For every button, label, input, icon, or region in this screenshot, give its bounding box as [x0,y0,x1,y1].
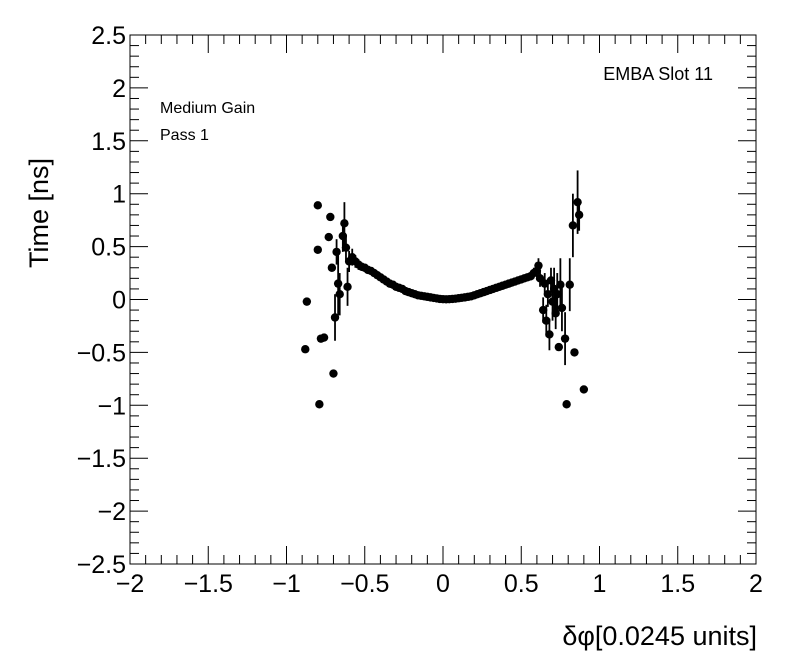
y-tick-label: 0.5 [91,234,126,262]
y-tick-label: −0.5 [77,339,126,367]
data-point [326,212,335,222]
x-tick-label: 1.5 [660,570,695,598]
data-point [573,197,582,207]
y-tick-label: 2 [112,75,126,103]
data-point [557,303,567,313]
chart-annotation-gain: Medium Gain [160,100,255,117]
x-tick-label: 0 [436,570,450,598]
data-point [332,247,341,257]
data-point [330,313,340,322]
data-point [302,297,312,306]
x-tick-label: −1 [272,570,301,598]
data-point [579,385,589,394]
data-point [568,221,578,230]
data-point [542,316,551,325]
data-points [301,197,589,409]
x-axis-ticks [129,35,757,564]
data-point [560,334,570,343]
y-tick-label: −1 [97,392,126,420]
data-point [556,280,565,289]
x-tick-label: −0.5 [340,570,389,598]
x-tick-label: 2 [749,570,763,598]
x-tick-label: −2 [116,570,145,598]
y-axis-title: Time [ns] [24,158,54,268]
x-axis-tick-labels: −2 −1.5 −1 −0.5 0 0.5 1 1.5 2 [116,570,763,598]
data-point [315,400,324,409]
data-point [546,276,556,285]
chart-annotation-pass: Pass 1 [160,127,209,144]
data-point [343,282,352,292]
y-tick-label: −2.5 [77,551,126,579]
data-point [333,279,343,288]
data-point [340,219,349,228]
data-point [335,290,344,299]
data-point [554,342,564,352]
data-point [545,330,554,339]
x-tick-label: 1 [593,570,607,598]
data-point [313,201,322,210]
data-point [574,210,584,220]
data-point [313,245,322,254]
data-point [548,297,557,306]
data-point [319,333,329,342]
y-tick-label: 1.5 [91,128,126,156]
data-point [551,309,560,318]
y-tick-label: 2.5 [91,22,126,50]
data-point [538,305,548,315]
data-point [301,345,310,354]
y-tick-label: 0 [112,287,126,315]
data-point [540,279,549,288]
y-tick-label: −1.5 [77,445,126,473]
data-point [565,280,574,289]
data-point [562,400,571,409]
y-axis-ticks [130,34,756,565]
data-point [338,231,348,241]
data-point [570,348,579,357]
data-point [534,261,543,270]
y-axis-tick-labels: 2.5 2 1.5 1 0.5 0 −0.5 −1 −1.5 −2 −2.5 [77,22,126,579]
chart-annotation-slot: EMBA Slot 11 [603,64,713,84]
data-point [543,290,553,299]
data-point [324,232,333,242]
y-tick-label: 1 [112,181,126,209]
x-tick-label: −1.5 [184,570,233,598]
data-point [329,369,338,378]
data-point [553,290,562,299]
x-axis-title: δφ[0.0245 units] [562,621,757,651]
data-point [327,263,337,272]
y-tick-label: −2 [97,498,126,526]
x-tick-label: 0.5 [504,570,539,598]
data-point [341,243,351,252]
